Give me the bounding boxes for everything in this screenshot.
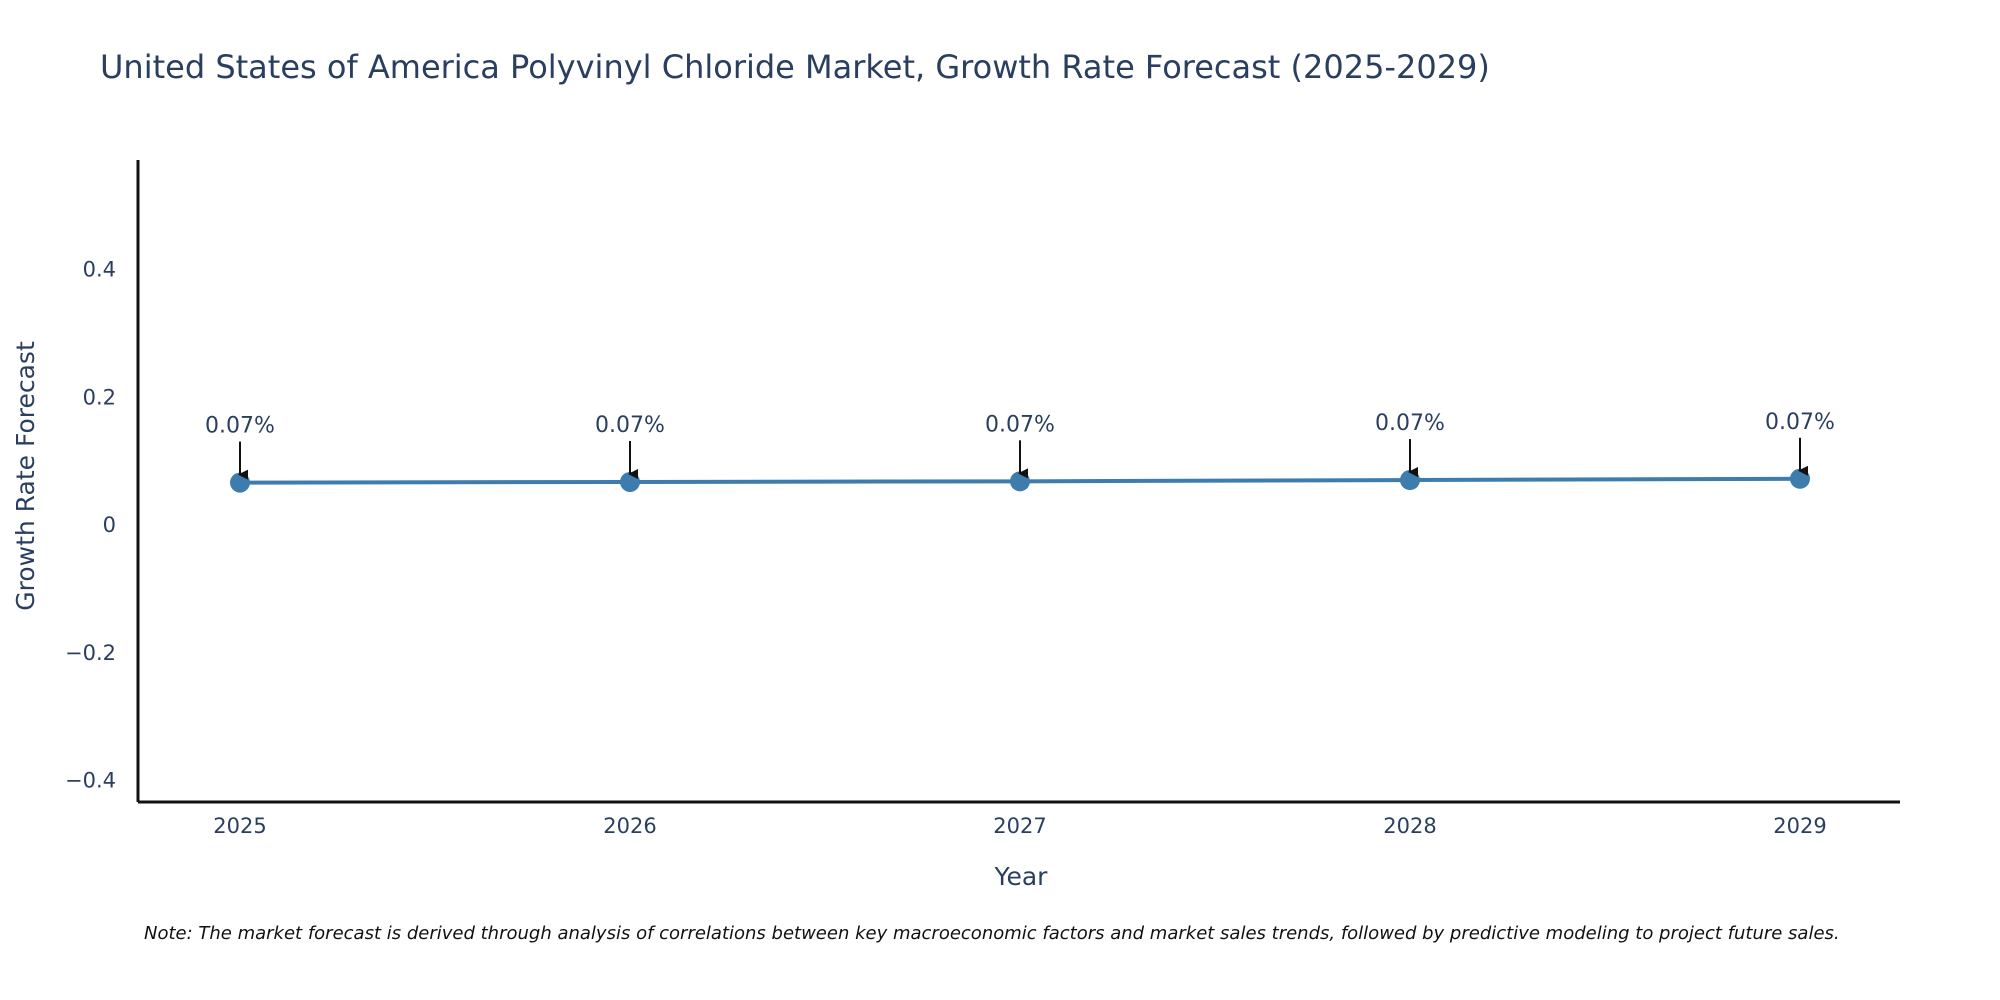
- data-label: 0.07%: [1765, 410, 1835, 435]
- data-point: [1400, 470, 1420, 491]
- y-tick-label: 0.4: [83, 258, 116, 282]
- data-label-annotations: 0.07% 0.07% 0.07% 0.07% 0.07%: [205, 410, 1835, 480]
- chart-title: United States of America Polyvinyl Chlor…: [100, 48, 1490, 86]
- x-tick-label: 2027: [993, 814, 1046, 838]
- y-tick-label: −0.4: [65, 769, 116, 793]
- x-axis-ticks: 2025 2026 2027 2028 2029: [213, 814, 1826, 838]
- y-axis-title: Growth Rate Forecast: [11, 341, 40, 611]
- x-axis-title: Year: [994, 862, 1049, 891]
- y-axis-ticks: 0.4 0.2 0 −0.2 −0.4: [65, 258, 116, 793]
- x-tick-label: 2026: [603, 814, 656, 838]
- data-point: [1010, 471, 1030, 492]
- data-label: 0.07%: [1375, 411, 1445, 436]
- data-point: [230, 472, 250, 493]
- x-tick-label: 2025: [213, 814, 266, 838]
- y-tick-label: 0.2: [83, 385, 116, 409]
- data-point: [1790, 468, 1810, 489]
- data-label: 0.07%: [595, 413, 665, 438]
- forecast-note: Note: The market forecast is derived thr…: [144, 923, 1840, 944]
- data-label: 0.07%: [205, 414, 275, 439]
- data-label: 0.07%: [985, 412, 1055, 437]
- y-tick-label: 0: [103, 513, 116, 537]
- x-tick-label: 2028: [1383, 814, 1436, 838]
- y-tick-label: −0.2: [65, 641, 116, 665]
- data-point: [620, 471, 640, 492]
- x-tick-label: 2029: [1773, 814, 1826, 838]
